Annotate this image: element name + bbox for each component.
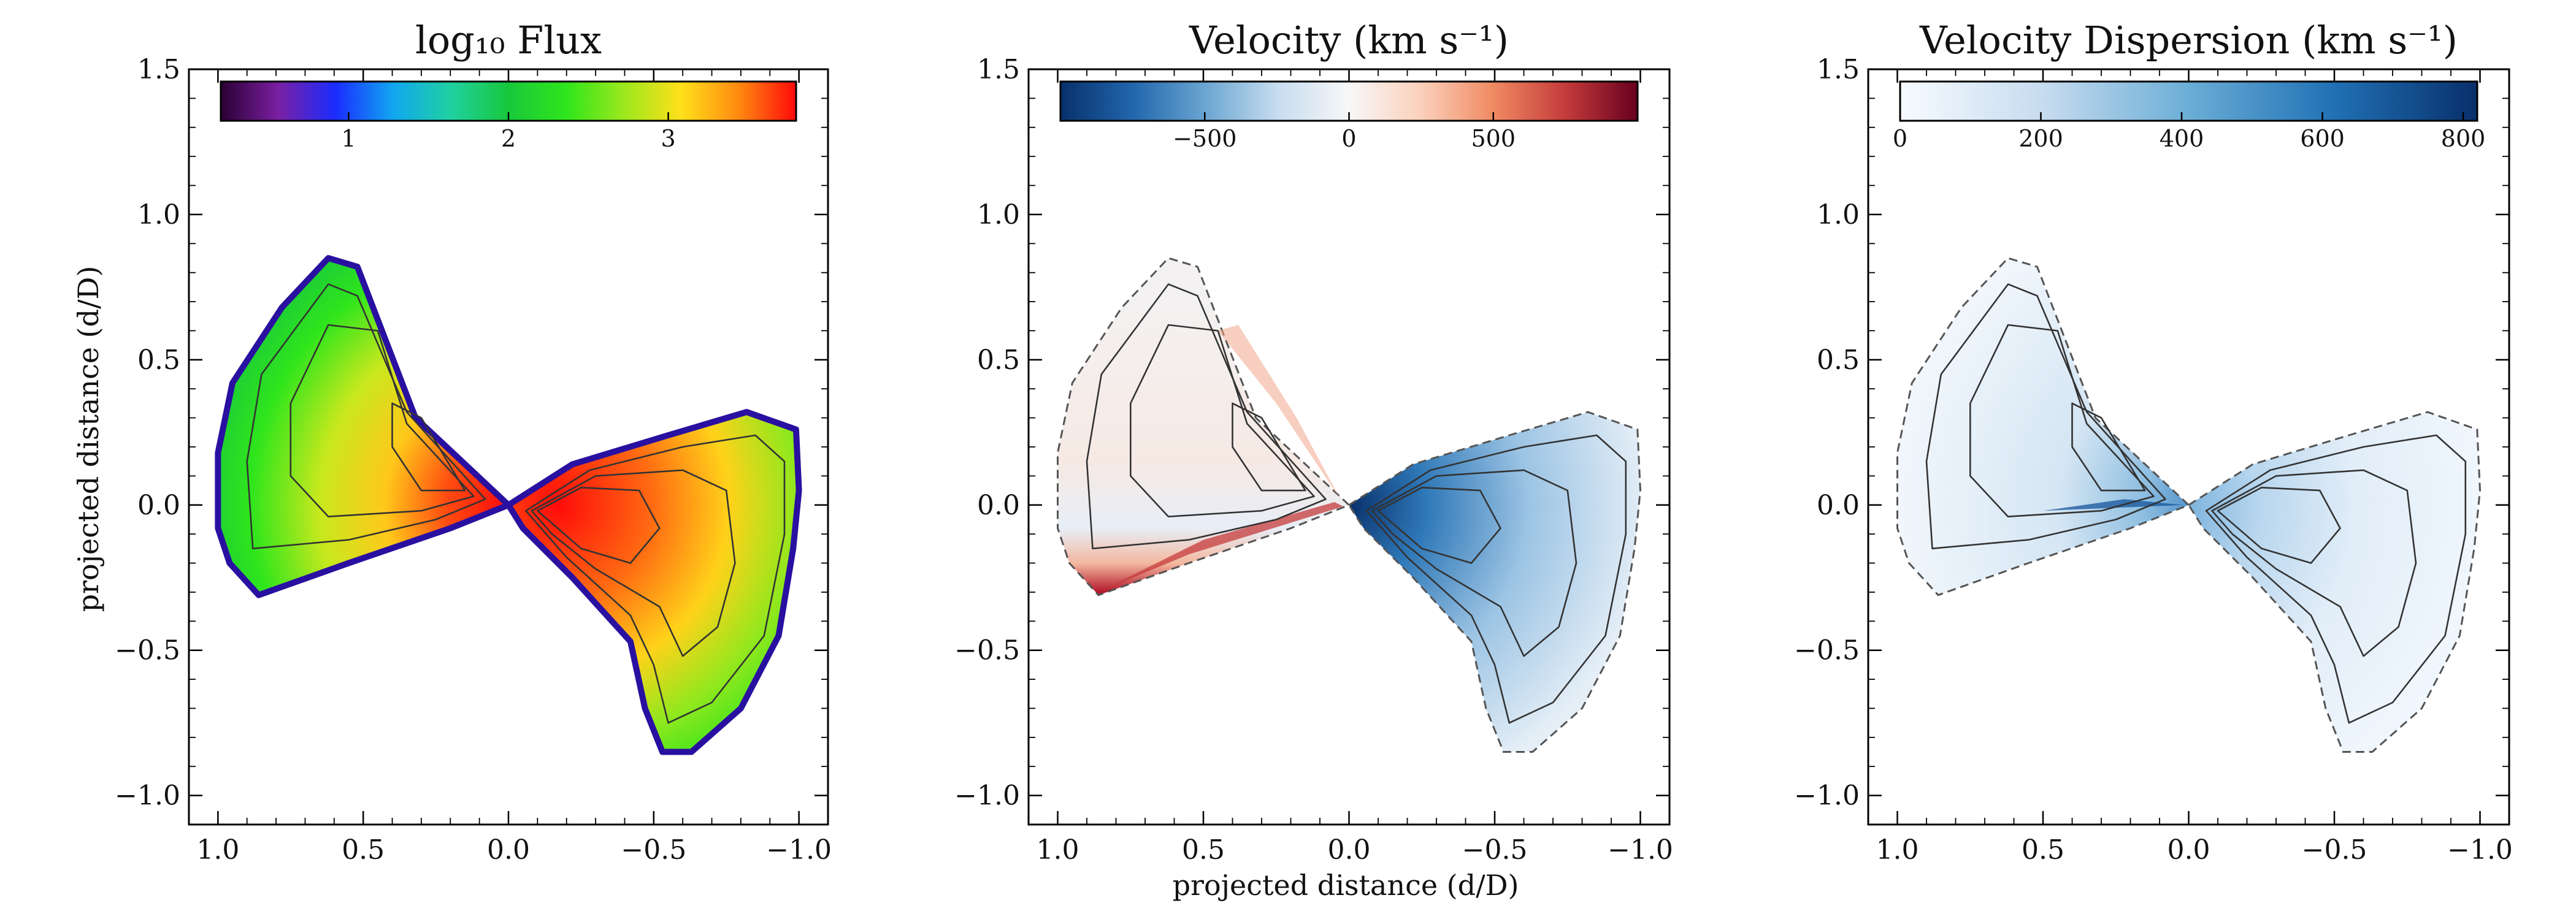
contour-line [2071, 402, 2146, 492]
y-tick-label: 1.0 [137, 199, 180, 230]
contour-line [246, 283, 486, 550]
contour-line [537, 487, 661, 564]
heatmap-velocity [1057, 257, 1642, 753]
y-tick-label: 1.0 [977, 199, 1020, 230]
contour-line [2211, 469, 2417, 657]
x-tick-label: −1.0 [1608, 834, 1673, 866]
colorbar-tick-label: 500 [1471, 125, 1516, 152]
colorbar-tick-label: 1 [341, 125, 356, 152]
y-tick-label: 1.5 [1817, 54, 1860, 85]
panel-velocity: 1.0 0.5 0.0 −0.5 −1.0 1.5 1.0 0.5 0.0 −0.5 −1.0 Vel… [954, 18, 1673, 866]
contour-line [1377, 487, 1501, 564]
y-tick-label: −1.0 [115, 780, 180, 812]
contour-line [1371, 469, 1577, 657]
lobe-right [2187, 411, 2482, 753]
x-tick-label: 0.5 [2022, 834, 2064, 866]
x-tick-label: −1.0 [2447, 834, 2513, 866]
x-tick-label: 0.0 [487, 834, 530, 866]
x-tick-label: −0.5 [1462, 834, 1528, 866]
lobe-right [505, 409, 802, 755]
contour-line [1130, 324, 1315, 517]
lobe-left [1896, 257, 2191, 596]
colorbar-tick-label: 0 [1341, 125, 1356, 152]
y-tick-label: −0.5 [115, 635, 180, 666]
contour-line [391, 402, 466, 492]
colorbar-tick-label: 800 [2441, 125, 2486, 152]
colorbar [1899, 80, 2478, 122]
contour-line [2217, 487, 2341, 564]
panel-flux: 1.0 0.5 0.0 −0.5 −1.0 1.5 1.0 0.5 0.0 −0.5 −1.0 log… [115, 18, 832, 866]
lobe-left [1057, 257, 1351, 596]
contour-line [1925, 283, 2166, 550]
x-tick-label: 0.5 [1182, 834, 1225, 866]
x-tick-label: −0.5 [621, 834, 686, 866]
colorbar-tick-label: 2 [501, 125, 516, 152]
y-tick-label: −1.0 [1794, 780, 1860, 812]
contour-line [1086, 283, 1327, 550]
y-tick-label: 0.0 [137, 490, 180, 521]
receding-streak [1098, 502, 1343, 592]
colorbar-tick-label: 400 [2160, 125, 2204, 152]
x-tick-label: 1.0 [1876, 834, 1919, 866]
y-tick-label: 0.0 [1817, 490, 1860, 521]
panel-dispersion: 1.0 0.5 0.0 −0.5 −1.0 1.5 1.0 0.5 0.0 −0.5 −1.0 Vel… [1794, 18, 2513, 866]
lobe-right [1347, 411, 1642, 753]
y-axis-label: projected distance (d/D) [72, 266, 105, 612]
y-tick-label: −1.0 [954, 780, 1020, 812]
x-axis-label: projected distance (d/D) [1173, 869, 1519, 902]
x-tick-label: 1.0 [196, 834, 239, 866]
x-tick-label: −1.0 [766, 834, 832, 866]
y-tick-label: 0.5 [137, 345, 180, 376]
contour-line [1232, 402, 1306, 492]
receding-ridge [1217, 325, 1341, 500]
lobe-left [215, 255, 512, 598]
panel-title: log₁₀ Flux [415, 18, 602, 63]
x-tick-label: 0.0 [2168, 834, 2210, 866]
y-tick-label: −0.5 [1794, 635, 1860, 666]
heatmap-dispersion [1896, 257, 2482, 753]
x-tick-label: 1.0 [1037, 834, 1079, 866]
colorbar-tick-label: 600 [2300, 125, 2345, 152]
y-tick-label: 0.5 [1817, 345, 1860, 376]
heatmap-flux [215, 255, 802, 755]
y-tick-label: 1.0 [1817, 199, 1860, 230]
panel-title: Velocity (km s⁻¹) [1189, 18, 1509, 63]
x-tick-label: −0.5 [2302, 834, 2367, 866]
contour-line [289, 324, 475, 517]
contour-line [2205, 434, 2467, 724]
y-tick-label: 1.5 [137, 54, 180, 85]
colorbar-tick-label: 0 [1893, 125, 1907, 152]
colorbar-tick-label: 3 [661, 125, 675, 152]
y-tick-label: 0.0 [977, 490, 1020, 521]
colorbar-tick-label: −500 [1173, 125, 1236, 152]
x-tick-label: 0.5 [342, 834, 385, 866]
high-dispersion-streak [2043, 499, 2183, 511]
contour-line [531, 469, 736, 657]
x-tick-label: 0.0 [1328, 834, 1371, 866]
panel-title: Velocity Dispersion (km s⁻¹) [1919, 18, 2458, 63]
contour-line [1365, 434, 1627, 724]
contour-line [525, 434, 786, 724]
y-tick-label: 1.5 [977, 54, 1020, 85]
y-tick-label: −0.5 [954, 635, 1020, 666]
y-tick-label: 0.5 [977, 345, 1020, 376]
colorbar-tick-label: 200 [2018, 125, 2063, 152]
contour-line [1969, 324, 2155, 517]
